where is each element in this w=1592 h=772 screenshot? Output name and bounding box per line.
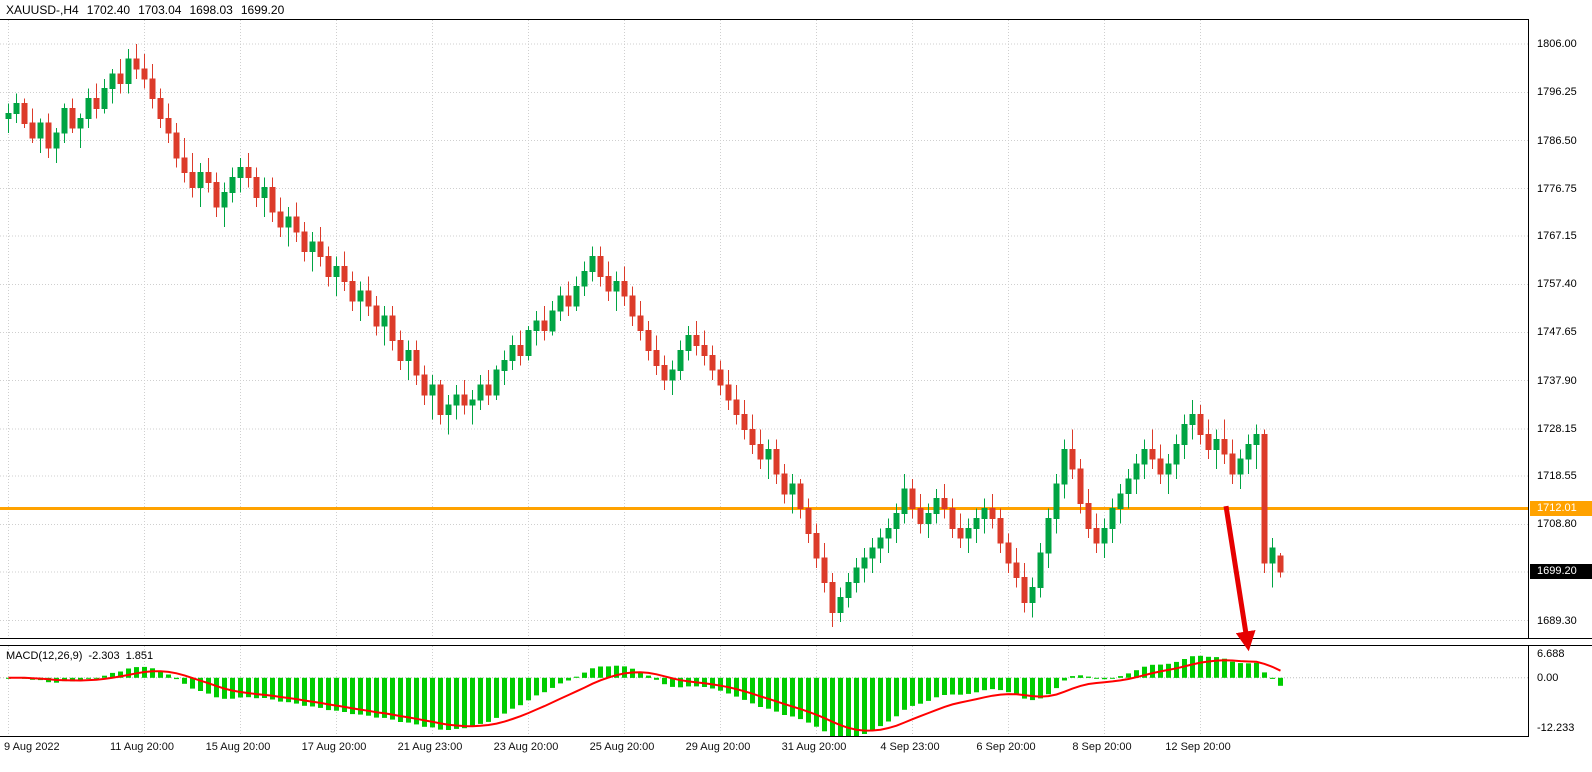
price-axis-label: 1689.30 [1537,615,1577,627]
time-axis-label: 29 Aug 20:00 [685,741,751,753]
current-price-badge: 1699.20 [1530,564,1592,579]
time-axis-label: 4 Sep 23:00 [880,741,940,753]
price-axis-label: 1728.15 [1537,423,1577,435]
time-axis-label: 31 Aug 20:00 [781,741,847,753]
time-axis-label: 12 Sep 20:00 [1165,741,1231,753]
time-axis-label: 6 Sep 20:00 [976,741,1036,753]
ohlc-low: 1698.03 [189,3,233,17]
ohlc-open: 1702.40 [86,3,131,17]
time-axis-border [0,736,1592,737]
time-axis-label: 8 Sep 20:00 [1072,741,1132,753]
time-axis-label: 21 Aug 23:00 [397,741,463,753]
time-axis-label: 25 Aug 20:00 [589,741,655,753]
macd-value: -2.303 [88,650,120,662]
time-axis[interactable]: 9 Aug 2022 11 Aug 20:00 15 Aug 20:00 17 Aug… [0,737,1592,772]
macd-label: MACD(12,26,9) -2.303 1.851 [6,650,159,662]
macd-axis-label: 6.688 [1537,648,1565,660]
symbol-timeframe-label: XAUUSD-,H4 [6,3,79,17]
time-axis-label: 11 Aug 20:00 [109,741,175,753]
macd-panel[interactable] [0,646,1528,736]
macd-svg[interactable] [0,646,1528,736]
price-axis-label: 1806.00 [1537,38,1577,50]
time-axis-label: 9 Aug 2022 [4,741,60,753]
panel-divider[interactable] [0,638,1592,646]
price-axis-label: 1786.50 [1537,135,1577,147]
time-axis-label: 15 Aug 20:00 [205,741,271,753]
price-axis-label: 1708.80 [1537,518,1577,530]
ohlc-high: 1703.04 [138,3,182,17]
chart-top-border [0,19,1592,20]
price-axis-label: 1776.75 [1537,183,1577,195]
price-axis-label: 1747.65 [1537,326,1577,338]
candlestick-svg[interactable] [0,20,1528,638]
ohlc-close: 1699.20 [240,3,285,17]
price-axis-label: 1757.40 [1537,278,1577,290]
macd-name: MACD(12,26,9) [6,650,83,662]
macd-axis-label: 0.00 [1537,672,1559,684]
price-axis-label: 1718.55 [1537,470,1577,482]
time-axis-label: 23 Aug 20:00 [493,741,559,753]
price-axis-label: 1767.15 [1537,230,1577,242]
chart-title: XAUUSD-,H4 1702.40 1703.04 1698.03 1699.20 [6,3,292,17]
price-axis-border [1528,20,1529,736]
macd-signal-value: 1.851 [125,650,154,662]
macd-axis-label: -12.233 [1537,722,1575,734]
price-axis-label: 1737.90 [1537,375,1577,387]
price-axis-label: 1796.25 [1537,86,1577,98]
hline-price-badge: 1712.01 [1530,501,1592,516]
price-axis[interactable]: 1806.00 1796.25 1786.50 1776.75 1767.15 1757.… [1529,0,1592,772]
price-chart[interactable] [0,20,1528,638]
time-axis-label: 17 Aug 20:00 [301,741,367,753]
